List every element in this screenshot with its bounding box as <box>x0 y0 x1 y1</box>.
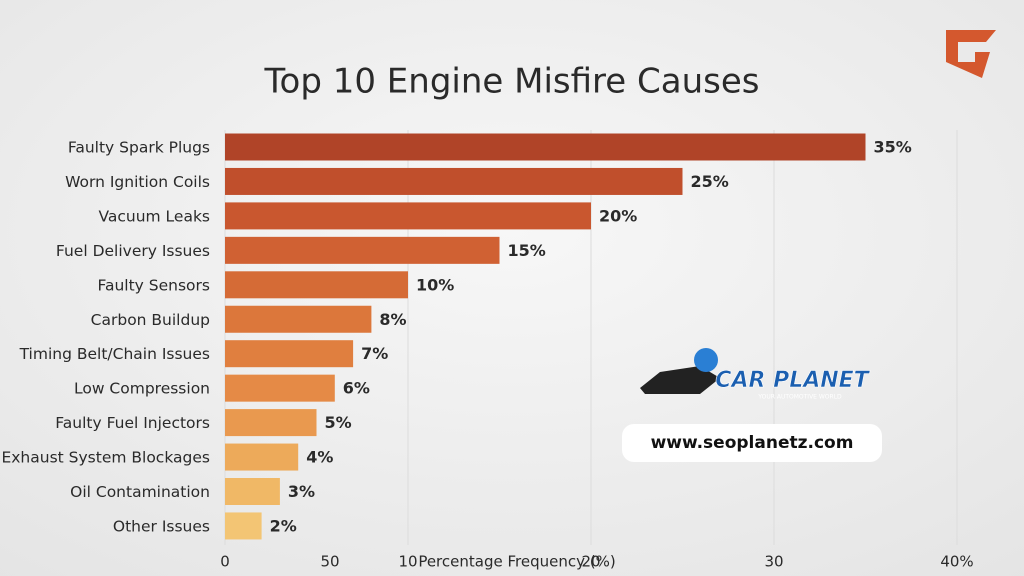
bar <box>225 443 299 471</box>
x-tick-label: 10 <box>398 553 417 571</box>
bar <box>225 202 591 230</box>
axis-annotation: 50 <box>320 553 339 571</box>
y-tick-label: Faulty Fuel Injectors <box>55 414 210 432</box>
value-label: 4% <box>306 448 333 467</box>
x-axis-label: Percentage Frequency (%) <box>418 553 615 571</box>
value-label: 7% <box>361 344 388 363</box>
x-tick-label: 40% <box>940 553 973 571</box>
bar <box>225 512 262 540</box>
brand-tagline: YOUR AUTOMOTIVE WORLD <box>757 394 842 401</box>
y-tick-label: Faulty Sensors <box>97 276 210 294</box>
value-label: 25% <box>691 172 729 191</box>
x-tick-label: 20 <box>581 553 600 571</box>
x-tick-label: 0 <box>220 553 230 571</box>
bar <box>225 167 683 195</box>
y-tick-label: Faulty Spark Plugs <box>68 139 210 157</box>
value-label: 8% <box>379 310 406 329</box>
bar <box>225 374 335 402</box>
value-label: 20% <box>599 206 637 225</box>
brand-name: CAR PLANET <box>715 368 870 393</box>
y-tick-label: Vacuum Leaks <box>98 207 210 225</box>
bar <box>225 133 866 161</box>
logo <box>946 30 996 78</box>
url-badge <box>622 424 882 462</box>
bar <box>225 236 500 264</box>
value-label: 3% <box>288 482 315 501</box>
y-tick-label: Low Compression <box>74 380 210 398</box>
y-tick-label: Carbon Buildup <box>91 311 210 329</box>
y-tick-label: Worn Ignition Coils <box>65 173 210 191</box>
value-label: 10% <box>416 275 454 294</box>
y-tick-label: Other Issues <box>113 517 210 535</box>
y-tick-label: Fuel Delivery Issues <box>56 242 210 260</box>
value-label: 35% <box>874 138 912 157</box>
bar <box>225 271 408 299</box>
car-planet-logo: CAR PLANET YOUR AUTOMOTIVE WORLD <box>640 348 871 401</box>
value-label: 5% <box>325 413 352 432</box>
x-tick-label: 30 <box>764 553 783 571</box>
y-tick-label: Exhaust System Blockages <box>1 449 210 467</box>
value-label: 2% <box>270 516 297 535</box>
bar <box>225 409 317 437</box>
globe-icon <box>694 348 718 372</box>
bar <box>225 305 372 333</box>
bar <box>225 478 280 505</box>
car-icon <box>640 366 720 394</box>
chart-title: Top 10 Engine Misfire Causes <box>264 62 760 102</box>
bar <box>225 340 354 368</box>
y-tick-label: Oil Contamination <box>70 483 210 501</box>
y-tick-label: Timing Belt/Chain Issues <box>19 345 210 363</box>
value-label: 6% <box>343 379 370 398</box>
website-url: www.seoplanetz.com <box>651 433 854 453</box>
value-label: 15% <box>508 241 546 260</box>
